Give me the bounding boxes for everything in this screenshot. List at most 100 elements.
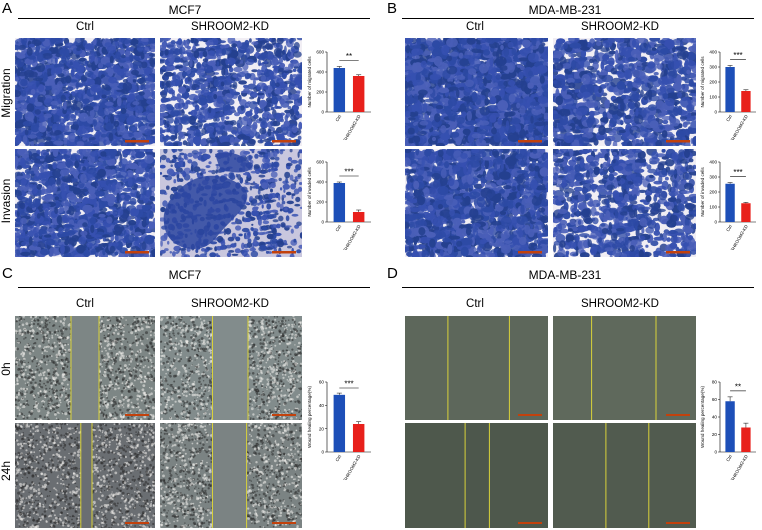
y-tick-label: 0 [321, 110, 324, 115]
bar-chart-d-wound: Wound healing percentage(%) 0 20 40 60 80 Ctrl… [700, 380, 756, 480]
y-tick-label: 600 [316, 50, 324, 55]
y-tick-label: 200 [709, 190, 717, 195]
scratch-c-kd-0h [160, 316, 302, 420]
y-tick-label: 0 [321, 450, 324, 455]
panel-b-col-kd: SHROOM2-KD [581, 21, 659, 33]
panel-a-row-migration: Migration [0, 68, 13, 118]
y-tick-label: 200 [709, 80, 717, 85]
bar-kd [352, 424, 365, 452]
bar-chart-b-migration: Number of migrated cells 0 100 200 300 400 Ctr… [700, 50, 756, 140]
micrograph-a-kd-invasion [160, 149, 302, 257]
scratch-c-ctrl-24h [15, 423, 155, 528]
panel-c-rule [18, 287, 370, 288]
significance-stars: ** [735, 382, 741, 391]
y-axis-label: Number of invaded cells [700, 167, 705, 217]
scratch-d-ctrl-0h [405, 316, 548, 420]
panel-a-col-kd: SHROOM2-KD [191, 21, 269, 33]
micrograph-a-ctrl-migration [15, 38, 155, 146]
bar-kd [741, 427, 751, 452]
y-axis-label: Wound healing percentage(%) [700, 386, 705, 448]
bar-ctrl [725, 67, 735, 112]
y-tick-label: 0 [321, 220, 324, 225]
panel-d-col-kd: SHROOM2-KD [581, 298, 659, 310]
y-tick-label: 400 [709, 50, 717, 55]
stained-cells [405, 149, 548, 257]
y-tick-label: 600 [316, 160, 324, 165]
significance-stars: *** [733, 51, 742, 60]
y-tick-label: 0 [714, 220, 717, 225]
y-axis-label: Wound healing percentage(%) [307, 386, 312, 448]
y-tick-label: 400 [316, 70, 324, 75]
significance-stars: ** [346, 52, 352, 61]
x-tick-label: Ctrl [725, 224, 733, 232]
panel-b-rule [402, 18, 754, 19]
y-tick-label: 100 [709, 205, 717, 210]
y-tick-label: 200 [316, 200, 324, 205]
y-tick-label: 0 [714, 110, 717, 115]
y-tick-label: 400 [709, 160, 717, 165]
cell-texture [15, 423, 155, 528]
micrograph-a-kd-migration [160, 38, 302, 146]
stained-cells [553, 38, 696, 146]
scratch-d-kd-24h [553, 423, 696, 528]
panel-a-rule [18, 18, 370, 19]
stained-cells [15, 149, 155, 257]
y-tick-label: 40 [319, 403, 325, 408]
stained-cells [405, 38, 548, 146]
x-tick-label: SHROOM2-KD [342, 454, 361, 480]
bar-ctrl [333, 394, 346, 452]
x-tick-label: SHROOM2-KD [730, 454, 749, 480]
scratch-c-ctrl-0h [15, 316, 155, 420]
scratch-c-kd-24h [160, 423, 302, 528]
panel-d-title: MDA-MB-231 [528, 268, 602, 282]
significance-stars: *** [344, 380, 353, 389]
panel-c-row-0h: 0h [0, 362, 13, 376]
panel-c-col-kd: SHROOM2-KD [191, 298, 269, 310]
significance-stars: *** [733, 168, 742, 177]
stained-cells [160, 38, 302, 146]
panel-c-row-24h: 24h [0, 460, 13, 482]
x-tick-label: Ctrl [334, 114, 342, 122]
panel-d-rule [402, 287, 754, 288]
y-tick-label: 80 [712, 380, 718, 385]
cell-texture [160, 423, 302, 528]
panel-b-title: MDA-MB-231 [528, 3, 602, 17]
x-tick-label: SHROOM2-KD [342, 114, 361, 140]
y-axis-label: Number of migrated cells [700, 56, 705, 108]
bar-kd [352, 212, 365, 222]
y-tick-label: 300 [709, 175, 717, 180]
panel-label-c: C [2, 265, 13, 282]
significance-stars: *** [344, 168, 353, 177]
scratch-d-ctrl-24h [405, 423, 548, 528]
x-tick-label: Ctrl [334, 224, 342, 232]
x-tick-label: Ctrl [725, 454, 733, 462]
micrograph-b-kd-migration [553, 38, 696, 146]
cell-texture [160, 316, 302, 420]
bar-ctrl [725, 401, 735, 452]
y-tick-label: 300 [709, 65, 717, 70]
y-tick-label: 60 [319, 380, 325, 385]
y-axis-label: Number of migrated cells [307, 56, 312, 108]
panel-c-title: MCF7 [168, 268, 202, 282]
bar-kd [741, 91, 751, 112]
bar-chart-b-invasion: Number of invaded cells 0 100 200 300 400 Ctrl… [700, 160, 756, 250]
panel-label-d: D [387, 265, 398, 282]
micrograph-a-ctrl-invasion [15, 149, 155, 257]
x-tick-label: Ctrl [334, 454, 342, 462]
bar-ctrl [333, 68, 346, 112]
scratch-d-kd-0h [553, 316, 696, 420]
panel-d-col-ctrl: Ctrl [466, 298, 484, 310]
x-tick-label: SHROOM2-KD [730, 224, 749, 250]
bar-ctrl [333, 183, 346, 222]
panel-a-col-ctrl: Ctrl [76, 21, 94, 33]
panel-a-row-invasion: Invasion [0, 178, 13, 224]
micrograph-b-ctrl-invasion [405, 149, 548, 257]
bar-kd [352, 76, 365, 112]
y-tick-label: 400 [316, 180, 324, 185]
x-tick-label: SHROOM2-KD [342, 224, 361, 250]
x-tick-label: SHROOM2-KD [730, 114, 749, 140]
panel-b-col-ctrl: Ctrl [466, 21, 484, 33]
y-tick-label: 60 [712, 397, 718, 402]
stained-cells [160, 149, 302, 257]
y-tick-label: 20 [712, 432, 718, 437]
